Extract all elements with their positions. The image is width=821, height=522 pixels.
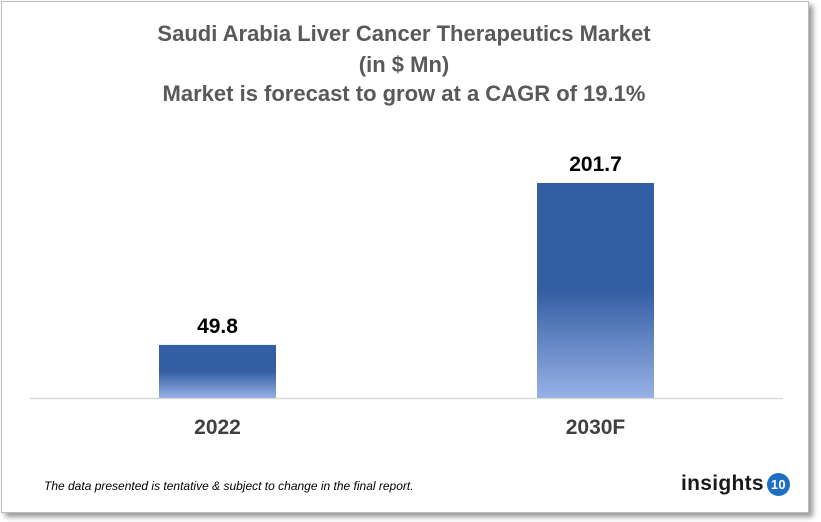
chart-subtitle: (in $ Mn)	[358, 52, 450, 77]
data-label: 201.7	[569, 153, 622, 176]
logo-badge: 10	[766, 472, 790, 496]
bar-2030F	[537, 183, 654, 398]
bar-2022	[159, 344, 276, 398]
insights10-logo: insights 10	[681, 472, 790, 496]
disclaimer-note: The data presented is tentative & subjec…	[44, 479, 414, 493]
data-label: 49.8	[197, 315, 238, 338]
logo-text: insights	[681, 472, 764, 495]
chart-title: Saudi Arabia Liver Cancer Therapeutics M…	[157, 21, 651, 46]
category-label: 2030F	[566, 416, 626, 439]
chart-cagr: Market is forecast to grow at a CAGR of …	[162, 81, 646, 106]
chart-frame	[1, 1, 809, 513]
category-label: 2022	[194, 416, 241, 439]
